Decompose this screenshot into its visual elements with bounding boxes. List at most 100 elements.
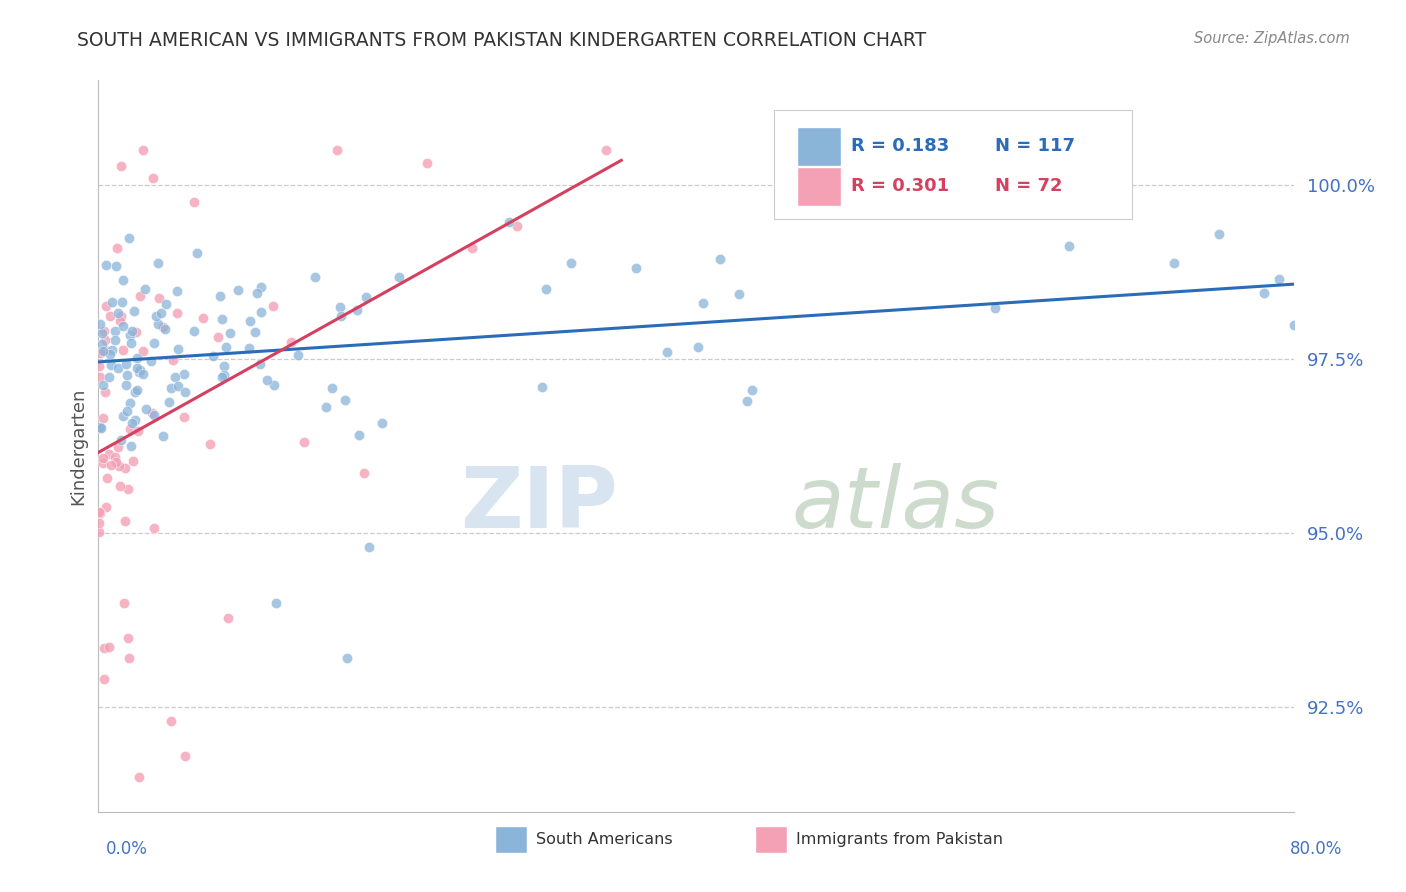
Point xyxy=(129,363,152,377)
Point xyxy=(117,631,139,645)
Point xyxy=(114,460,136,475)
Point xyxy=(121,416,143,430)
Point xyxy=(111,409,134,423)
Point xyxy=(148,292,170,306)
Point xyxy=(498,214,520,228)
Point xyxy=(228,283,250,297)
Point xyxy=(416,155,439,169)
Point xyxy=(264,596,287,610)
Point xyxy=(100,347,122,361)
Point xyxy=(152,319,174,334)
Point xyxy=(329,300,352,314)
Point xyxy=(531,380,554,394)
Point xyxy=(94,333,117,347)
Point xyxy=(134,282,156,296)
Point xyxy=(214,340,236,354)
Point xyxy=(353,467,375,481)
Point xyxy=(741,383,763,397)
Point xyxy=(115,357,138,371)
Point xyxy=(120,439,142,453)
Point xyxy=(112,343,135,357)
Point xyxy=(115,404,138,418)
Point xyxy=(371,417,394,431)
Point xyxy=(94,343,117,357)
Point xyxy=(89,370,111,384)
Point xyxy=(96,471,118,485)
Text: R = 0.301: R = 0.301 xyxy=(852,178,949,195)
Point xyxy=(1282,318,1305,333)
Point xyxy=(167,379,190,393)
Point xyxy=(121,325,143,339)
Point xyxy=(174,384,197,399)
Point xyxy=(91,456,114,470)
Point xyxy=(212,368,235,382)
Point xyxy=(107,361,129,376)
Point xyxy=(198,436,221,450)
Point xyxy=(183,195,205,210)
Text: SOUTH AMERICAN VS IMMIGRANTS FROM PAKISTAN KINDERGARTEN CORRELATION CHART: SOUTH AMERICAN VS IMMIGRANTS FROM PAKIST… xyxy=(77,31,927,50)
Point xyxy=(132,344,155,359)
Point xyxy=(89,420,111,434)
Point xyxy=(157,395,180,409)
Text: N = 72: N = 72 xyxy=(995,178,1063,195)
Point xyxy=(239,314,262,328)
Point xyxy=(117,482,139,496)
Point xyxy=(246,286,269,301)
Point xyxy=(120,335,142,350)
Point xyxy=(245,325,267,339)
Point xyxy=(250,304,273,318)
Point xyxy=(141,406,163,420)
Point xyxy=(89,506,111,520)
Point xyxy=(217,611,239,625)
Point xyxy=(294,435,316,450)
Point xyxy=(93,451,115,466)
Point xyxy=(346,303,368,318)
Point xyxy=(132,143,155,157)
Point xyxy=(560,256,582,270)
Point xyxy=(107,306,129,320)
Point xyxy=(211,370,233,384)
Point xyxy=(107,440,129,454)
Point xyxy=(89,506,111,520)
Point xyxy=(97,370,120,384)
Point xyxy=(709,252,731,266)
Point xyxy=(114,515,136,529)
Point xyxy=(111,318,134,333)
Text: 0.0%: 0.0% xyxy=(105,840,148,858)
Point xyxy=(146,317,169,331)
Point xyxy=(534,282,557,296)
Point xyxy=(98,447,121,461)
Text: South Americans: South Americans xyxy=(536,832,672,847)
Point xyxy=(166,342,188,356)
Point xyxy=(124,413,146,427)
Point xyxy=(1253,286,1275,301)
Point xyxy=(335,651,357,665)
Point xyxy=(193,310,215,325)
Point xyxy=(93,324,115,338)
Point xyxy=(91,326,114,340)
Point xyxy=(1208,227,1230,242)
Point xyxy=(321,381,343,395)
Point xyxy=(152,428,174,442)
Point xyxy=(149,306,172,320)
Text: N = 117: N = 117 xyxy=(995,137,1074,155)
Point xyxy=(124,326,146,340)
Point xyxy=(173,367,195,381)
Point xyxy=(238,341,260,355)
Point xyxy=(159,714,181,728)
Text: Immigrants from Pakistan: Immigrants from Pakistan xyxy=(796,832,1002,847)
Point xyxy=(100,358,122,372)
Point xyxy=(128,289,150,303)
Point xyxy=(118,395,141,409)
Point xyxy=(111,295,134,310)
Point xyxy=(211,311,233,326)
Point xyxy=(110,309,132,323)
Point xyxy=(122,303,145,318)
Point xyxy=(115,377,138,392)
Point xyxy=(142,409,165,423)
Point xyxy=(110,159,132,173)
Point xyxy=(256,373,278,387)
Point xyxy=(105,455,128,469)
Point xyxy=(263,378,285,392)
Point xyxy=(89,516,111,530)
